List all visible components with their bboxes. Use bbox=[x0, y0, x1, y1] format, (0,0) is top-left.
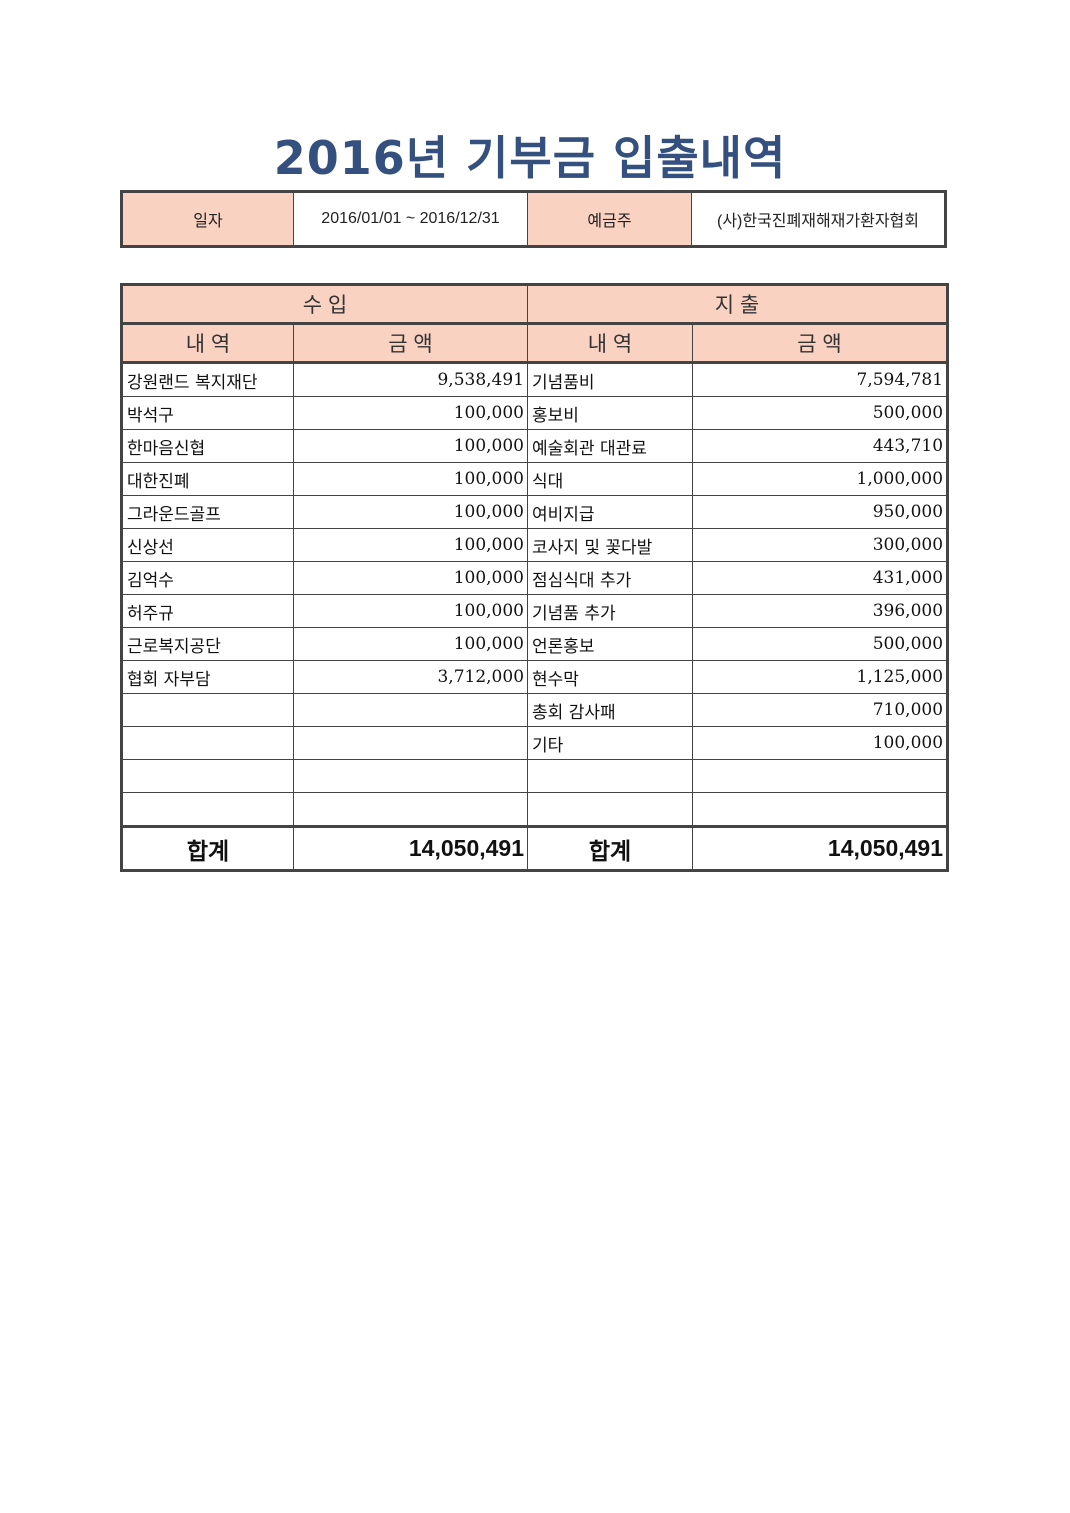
table-row: 협회 자부담 3,712,000 현수막 1,125,000 bbox=[121, 660, 949, 694]
expense-amount: 500,000 bbox=[692, 627, 949, 661]
expense-amount: 300,000 bbox=[692, 528, 949, 562]
income-amount: 100,000 bbox=[292, 627, 529, 661]
expense-amount: 1,125,000 bbox=[692, 660, 949, 694]
expense-amount: 100,000 bbox=[692, 726, 949, 760]
expense-amount: 1,000,000 bbox=[692, 462, 949, 496]
income-item: 한마음신협 bbox=[121, 429, 294, 463]
expense-total: 14,050,491 bbox=[692, 825, 949, 871]
table-row: 강원랜드 복지재단 9,538,491 기념품비 7,594,781 bbox=[121, 362, 949, 397]
page-title: 2016년 기부금 입출내역 bbox=[273, 131, 787, 185]
table-row bbox=[121, 792, 949, 827]
income-amount: 3,712,000 bbox=[292, 660, 529, 694]
income-amount: 9,538,491 bbox=[292, 362, 529, 397]
table-row: 허주규 100,000 기념품 추가 396,000 bbox=[121, 594, 949, 628]
expense-amount bbox=[692, 792, 949, 827]
table-row: 총회 감사패 710,000 bbox=[121, 693, 949, 727]
expense-item: 홍보비 bbox=[527, 396, 694, 430]
income-item bbox=[121, 792, 294, 827]
expense-item bbox=[527, 792, 694, 827]
income-amount bbox=[292, 693, 529, 727]
table-row: 신상선 100,000 코사지 및 꽃다발 300,000 bbox=[121, 528, 949, 562]
info-table: 일자 2016/01/01 ~ 2016/12/31 예금주 (사)한국진폐재해… bbox=[120, 190, 947, 248]
income-item bbox=[121, 759, 294, 793]
income-header: 수 입 bbox=[120, 284, 529, 325]
expense-header: 지 출 bbox=[527, 284, 949, 325]
income-item: 근로복지공단 bbox=[121, 627, 294, 661]
income-amount-header: 금 액 bbox=[292, 323, 529, 364]
income-item: 신상선 bbox=[121, 528, 294, 562]
income-item: 그라운드골프 bbox=[121, 495, 294, 529]
income-amount: 100,000 bbox=[292, 594, 529, 628]
expense-amount-header: 금 액 bbox=[692, 323, 949, 364]
expense-item: 점심식대 추가 bbox=[527, 561, 694, 595]
ledger-table: 수 입 지 출 내 역 금 액 내 역 금 액 강원랜드 복지재단 9,538,4… bbox=[120, 283, 950, 872]
table-row: 박석구 100,000 홍보비 500,000 bbox=[121, 396, 949, 430]
income-item: 박석구 bbox=[121, 396, 294, 430]
expense-amount bbox=[692, 759, 949, 793]
expense-item: 기타 bbox=[527, 726, 694, 760]
date-label: 일자 bbox=[121, 191, 294, 247]
income-item: 강원랜드 복지재단 bbox=[121, 362, 294, 397]
income-amount: 100,000 bbox=[292, 561, 529, 595]
expense-item: 기념품비 bbox=[527, 362, 694, 397]
table-row: 김억수 100,000 점심식대 추가 431,000 bbox=[121, 561, 949, 595]
total-row: 합계 14,050,491 합계 14,050,491 bbox=[121, 825, 949, 871]
expense-total-label: 합계 bbox=[527, 825, 694, 871]
expense-amount: 710,000 bbox=[692, 693, 949, 727]
income-total: 14,050,491 bbox=[292, 825, 529, 871]
expense-amount: 950,000 bbox=[692, 495, 949, 529]
income-amount bbox=[292, 726, 529, 760]
income-item bbox=[121, 726, 294, 760]
income-amount bbox=[292, 792, 529, 827]
expense-item: 현수막 bbox=[527, 660, 694, 694]
expense-item: 코사지 및 꽃다발 bbox=[527, 528, 694, 562]
expense-item-header: 내 역 bbox=[527, 323, 694, 364]
expense-item: 기념품 추가 bbox=[527, 594, 694, 628]
expense-amount: 396,000 bbox=[692, 594, 949, 628]
income-item bbox=[121, 693, 294, 727]
income-item: 김억수 bbox=[121, 561, 294, 595]
income-amount: 100,000 bbox=[292, 495, 529, 529]
expense-amount: 500,000 bbox=[692, 396, 949, 430]
table-row: 대한진폐 100,000 식대 1,000,000 bbox=[121, 462, 949, 496]
table-row bbox=[121, 759, 949, 793]
income-item: 협회 자부담 bbox=[121, 660, 294, 694]
expense-item bbox=[527, 759, 694, 793]
expense-amount: 443,710 bbox=[692, 429, 949, 463]
table-row: 근로복지공단 100,000 언론홍보 500,000 bbox=[121, 627, 949, 661]
income-amount: 100,000 bbox=[292, 462, 529, 496]
income-item: 허주규 bbox=[121, 594, 294, 628]
income-amount bbox=[292, 759, 529, 793]
expense-item: 예술회관 대관료 bbox=[527, 429, 694, 463]
table-row: 그라운드골프 100,000 여비지급 950,000 bbox=[121, 495, 949, 529]
expense-amount: 431,000 bbox=[692, 561, 949, 595]
income-item: 대한진폐 bbox=[121, 462, 294, 496]
income-amount: 100,000 bbox=[292, 396, 529, 430]
expense-item: 여비지급 bbox=[527, 495, 694, 529]
income-amount: 100,000 bbox=[292, 429, 529, 463]
holder-value: (사)한국진폐재해재가환자협회 bbox=[691, 191, 946, 247]
income-total-label: 합계 bbox=[121, 825, 294, 871]
expense-item: 언론홍보 bbox=[527, 627, 694, 661]
income-item-header: 내 역 bbox=[121, 323, 294, 364]
date-value: 2016/01/01 ~ 2016/12/31 bbox=[293, 191, 528, 247]
expense-amount: 7,594,781 bbox=[692, 362, 949, 397]
expense-item: 총회 감사패 bbox=[527, 693, 694, 727]
table-row: 기타 100,000 bbox=[121, 726, 949, 760]
holder-label: 예금주 bbox=[527, 191, 692, 247]
table-row: 한마음신협 100,000 예술회관 대관료 443,710 bbox=[121, 429, 949, 463]
income-amount: 100,000 bbox=[292, 528, 529, 562]
expense-item: 식대 bbox=[527, 462, 694, 496]
